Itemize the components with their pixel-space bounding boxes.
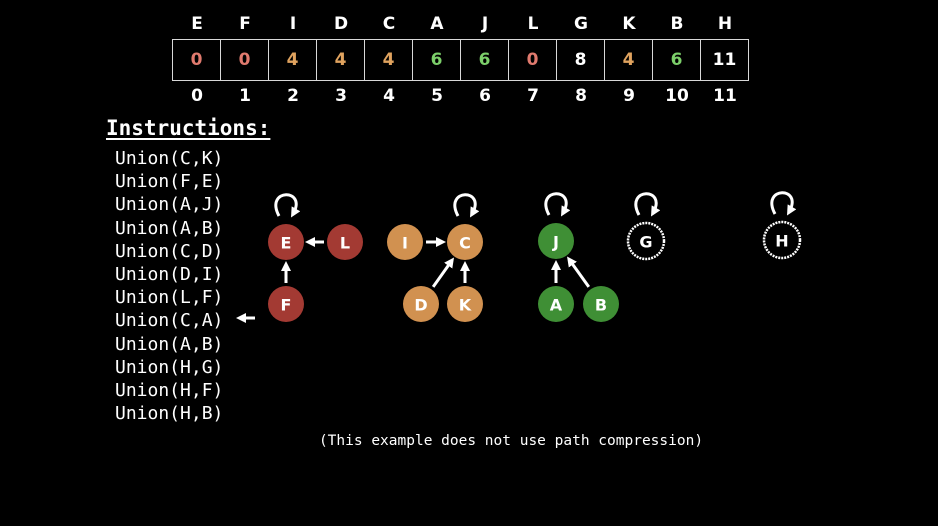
node-circle-B [583, 286, 619, 322]
self-loop-C [453, 193, 480, 218]
self-loop-G [634, 192, 661, 217]
node-label-I: I [402, 234, 408, 253]
node-circle-D [403, 286, 439, 322]
node-circle-A [538, 286, 574, 322]
instruction-item: Union(H,F) [115, 379, 224, 401]
node-C: C [447, 224, 483, 260]
array-header-E: E [191, 14, 203, 34]
instruction-item: Union(D,I) [115, 263, 224, 285]
array-index-8: 8 [575, 86, 587, 106]
array-cell-H: 11 [701, 39, 749, 81]
node-circle-G [626, 221, 666, 261]
node-circle-H [762, 220, 802, 260]
array-cell-E: 0 [172, 39, 221, 81]
node-label-C: C [459, 234, 471, 253]
array-index-11: 11 [713, 86, 737, 106]
instruction-item: Union(C,A) [115, 310, 224, 332]
array-cell-C: 4 [365, 39, 413, 81]
node-label-A: A [550, 296, 563, 315]
array-cell-G: 8 [557, 39, 605, 81]
array-cell-J: 6 [461, 39, 509, 81]
node-circle-I [387, 224, 423, 260]
node-circle-J [538, 223, 574, 259]
edge-D-to-C [431, 257, 455, 288]
node-A: A [538, 286, 574, 322]
array-index-4: 4 [383, 86, 395, 106]
instruction-item: Union(A,B) [115, 217, 224, 239]
node-circle-K [447, 286, 483, 322]
instruction-item: Union(C,D) [115, 240, 224, 262]
node-K: K [447, 286, 483, 322]
node-B: B [583, 286, 619, 322]
array-header-J: J [481, 14, 489, 34]
self-loop-J [544, 192, 571, 217]
node-circle-E [268, 224, 304, 260]
node-F: F [268, 286, 304, 322]
instruction-item: Union(A,J) [115, 194, 224, 216]
array-header-D: D [333, 14, 349, 34]
node-I: I [387, 224, 423, 260]
instructions-list: Union(C,K) Union(F,E) Union(A,J) Union(A,B)… [115, 147, 223, 425]
array-index-0: 0 [191, 86, 203, 106]
array-header-A: A [430, 14, 444, 34]
array-cell-I: 4 [269, 39, 317, 81]
footnote: (This example does not use path compress… [318, 433, 704, 449]
node-label-B: B [595, 296, 607, 315]
array-index-5: 5 [431, 86, 443, 106]
self-loop-H [770, 191, 797, 216]
array-index-2: 2 [287, 86, 299, 106]
node-J: J [538, 223, 574, 259]
array-header-L: L [527, 14, 539, 34]
node-E: E [268, 224, 304, 260]
edge-B-to-J [567, 256, 591, 288]
node-D: D [403, 286, 439, 322]
node-label-H: H [775, 232, 788, 251]
node-label-G: G [639, 233, 652, 252]
array-header-B: B [670, 14, 684, 34]
array-index-9: 9 [623, 86, 635, 106]
array-header-C: C [382, 14, 396, 34]
node-label-K: K [459, 296, 472, 315]
array-index-7: 7 [527, 86, 539, 106]
instruction-item: Union(F,E) [115, 171, 224, 193]
node-label-E: E [281, 234, 292, 253]
node-circle-F [268, 286, 304, 322]
array-cell-K: 4 [605, 39, 653, 81]
array-header-F: F [239, 14, 251, 34]
array-cell-F: 0 [221, 39, 269, 81]
self-loop-E [274, 193, 301, 218]
array-index-10: 10 [665, 86, 689, 106]
node-label-J: J [552, 233, 559, 252]
array-cell-A: 6 [413, 39, 461, 81]
node-label-D: D [414, 296, 427, 315]
array-header-K: K [622, 14, 636, 34]
node-circle-L [327, 224, 363, 260]
node-G: G [626, 221, 666, 261]
instruction-item: Union(C,K) [115, 148, 224, 169]
instruction-item: Union(H,G) [115, 356, 224, 378]
array-index-6: 6 [479, 86, 491, 106]
array-cell-L: 0 [509, 39, 557, 81]
array-header-H: H [717, 14, 733, 34]
array-header-G: G [574, 14, 588, 34]
instructions-title: Instructions: [106, 116, 271, 140]
array-index-1: 1 [239, 86, 251, 106]
instruction-item: Union(L,F) [115, 287, 224, 309]
node-label-F: F [281, 296, 292, 315]
array-cell-D: 4 [317, 39, 365, 81]
array-header-I: I [289, 14, 297, 34]
node-label-L: L [340, 234, 350, 253]
node-H: H [762, 220, 802, 260]
instruction-item: Union(H,B) [115, 403, 224, 425]
array-index-3: 3 [335, 86, 347, 106]
node-L: L [327, 224, 363, 260]
node-circle-C [447, 224, 483, 260]
array-cell-B: 6 [653, 39, 701, 81]
instruction-item: Union(A,B) [115, 333, 224, 355]
